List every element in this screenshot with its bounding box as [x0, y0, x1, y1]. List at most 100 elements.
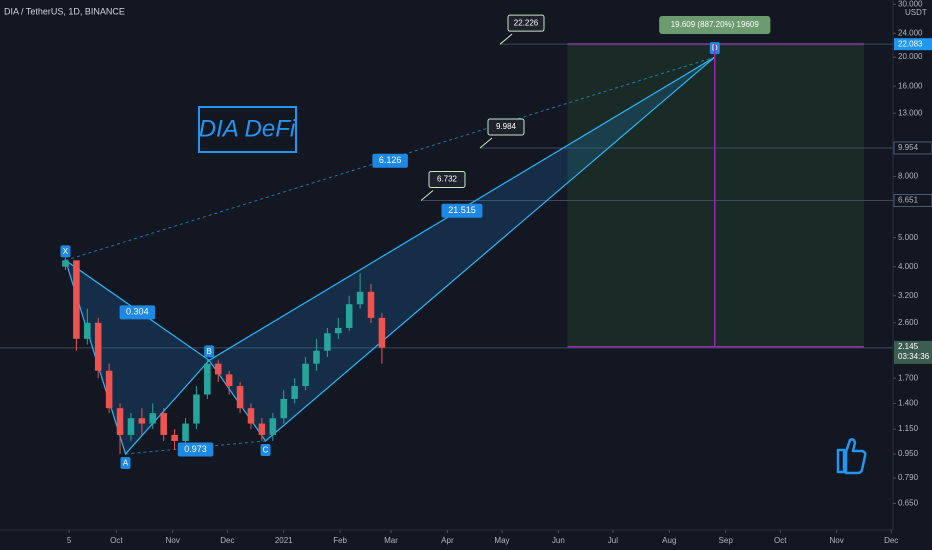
callout-box: [487, 118, 525, 136]
x-tick-label: Jun: [552, 536, 565, 545]
y-tick-label: 5.000: [898, 233, 919, 242]
callout-pointer: [420, 190, 434, 201]
price-axis-tag-label: 6.651: [898, 196, 919, 205]
candle-body: [94, 322, 102, 371]
annotation-box: [198, 106, 297, 153]
candle-body: [73, 260, 80, 339]
price-axis-tag: [893, 141, 932, 155]
y-tick-label: 1.700: [898, 373, 919, 382]
candle-body: [236, 386, 244, 409]
x-tick-label: Dec: [884, 536, 898, 545]
pattern-point-box: [260, 443, 271, 456]
candle-body: [313, 350, 320, 364]
callout-label: 22.226: [514, 18, 539, 27]
candle-body: [160, 413, 167, 435]
candle-body: [105, 370, 113, 409]
pattern-ratio-box: [372, 153, 408, 168]
pattern-ratio-label: 6.126: [379, 155, 402, 165]
x-tick-label: May: [494, 536, 509, 545]
candle-body: [225, 374, 233, 387]
candle-body: [378, 317, 386, 348]
callout-box: [507, 14, 545, 32]
candle-body: [149, 413, 157, 424]
candle-body: [62, 260, 69, 267]
pattern-point-box: [120, 456, 131, 469]
price-axis-tag-label: 9.954: [898, 143, 919, 152]
callout-pointer: [479, 137, 493, 149]
pattern-ratio-label: 0.304: [126, 307, 149, 317]
candle-body: [84, 322, 91, 339]
x-tick-label: Mar: [384, 536, 398, 545]
y-unit: USDT: [905, 8, 927, 17]
y-tick-label: 2.600: [898, 318, 919, 327]
chart-title: DIA / TetherUS, 1D, BINANCE: [4, 6, 125, 16]
candle-body: [324, 333, 331, 351]
y-tick-label: 8.000: [898, 172, 919, 181]
annotation-text: DIA DeFi: [199, 115, 296, 142]
candle-body: [280, 398, 287, 419]
pattern-point-box: [204, 345, 215, 358]
x-tick-label: Jul: [608, 536, 618, 545]
y-tick-label: 0.950: [898, 449, 919, 458]
position-profit-zone: [567, 44, 864, 347]
y-tick-label: 4.000: [898, 262, 919, 271]
candle-body: [269, 418, 277, 435]
candle-body: [247, 408, 255, 424]
pattern-ratio-line: [65, 259, 210, 361]
callout-label: 6.732: [437, 175, 458, 184]
x-tick-label: Dec: [220, 536, 234, 545]
countdown-label: 03:34:36: [898, 352, 930, 361]
candle-body: [127, 418, 135, 435]
x-tick-label: 5: [67, 536, 72, 545]
y-tick-label: 1.400: [898, 399, 919, 408]
y-tick-label: 0.650: [898, 499, 919, 508]
candle-body: [367, 291, 375, 318]
callout-label: 9.984: [496, 122, 517, 131]
candle-body: [258, 423, 266, 435]
candle-body: [302, 363, 309, 387]
pattern-ratio-label: 21.515: [448, 205, 476, 215]
pattern-point-label: A: [123, 459, 129, 468]
candle-body: [138, 418, 146, 424]
y-tick-label: 30.000: [898, 0, 923, 8]
x-tick-label: Aug: [662, 536, 676, 545]
last-price-label: 2.145: [898, 342, 919, 351]
position-label: 19.609 (887.20%) 19609: [671, 20, 760, 29]
x-tick-label: Feb: [333, 536, 347, 545]
pattern-ratio-box: [441, 203, 483, 218]
candle-body: [356, 291, 364, 305]
price-axis-tag: [894, 38, 932, 51]
price-axis-tag: [893, 193, 932, 207]
y-tick-label: 24.000: [898, 28, 923, 37]
pattern-point-label: C: [263, 446, 269, 455]
pattern-ratio-label: 0.973: [184, 444, 207, 454]
y-tick-label: 3.200: [898, 291, 919, 300]
x-tick-label: 2021: [275, 536, 293, 545]
pattern-ratio-line: [65, 56, 715, 261]
pattern-ratio-box: [177, 442, 214, 457]
y-tick-label: 16.000: [898, 81, 923, 90]
candle-body: [214, 363, 222, 375]
candle-body: [182, 423, 189, 441]
pattern-ratio-box: [119, 305, 156, 320]
callout-pointer: [499, 33, 513, 45]
x-tick-label: Apr: [441, 536, 454, 545]
pattern-point-label: B: [206, 347, 211, 356]
pattern-point-label: X: [63, 247, 69, 256]
last-price-tag: [894, 340, 932, 364]
candle-body: [291, 386, 298, 399]
x-tick-label: Nov: [166, 536, 180, 545]
thumbs-up-icon: [836, 438, 867, 475]
y-tick-label: 0.790: [898, 473, 919, 482]
candle-body: [335, 327, 342, 334]
y-tick-label: 13.000: [898, 108, 923, 117]
x-tick-label: Sep: [719, 536, 734, 545]
y-tick-label: 20.000: [898, 52, 923, 61]
callout-box: [428, 170, 466, 188]
y-tick-label: 1.150: [898, 424, 919, 433]
x-tick-label: Oct: [110, 536, 123, 545]
candle-body: [116, 408, 124, 435]
x-tick-label: Oct: [774, 536, 787, 545]
